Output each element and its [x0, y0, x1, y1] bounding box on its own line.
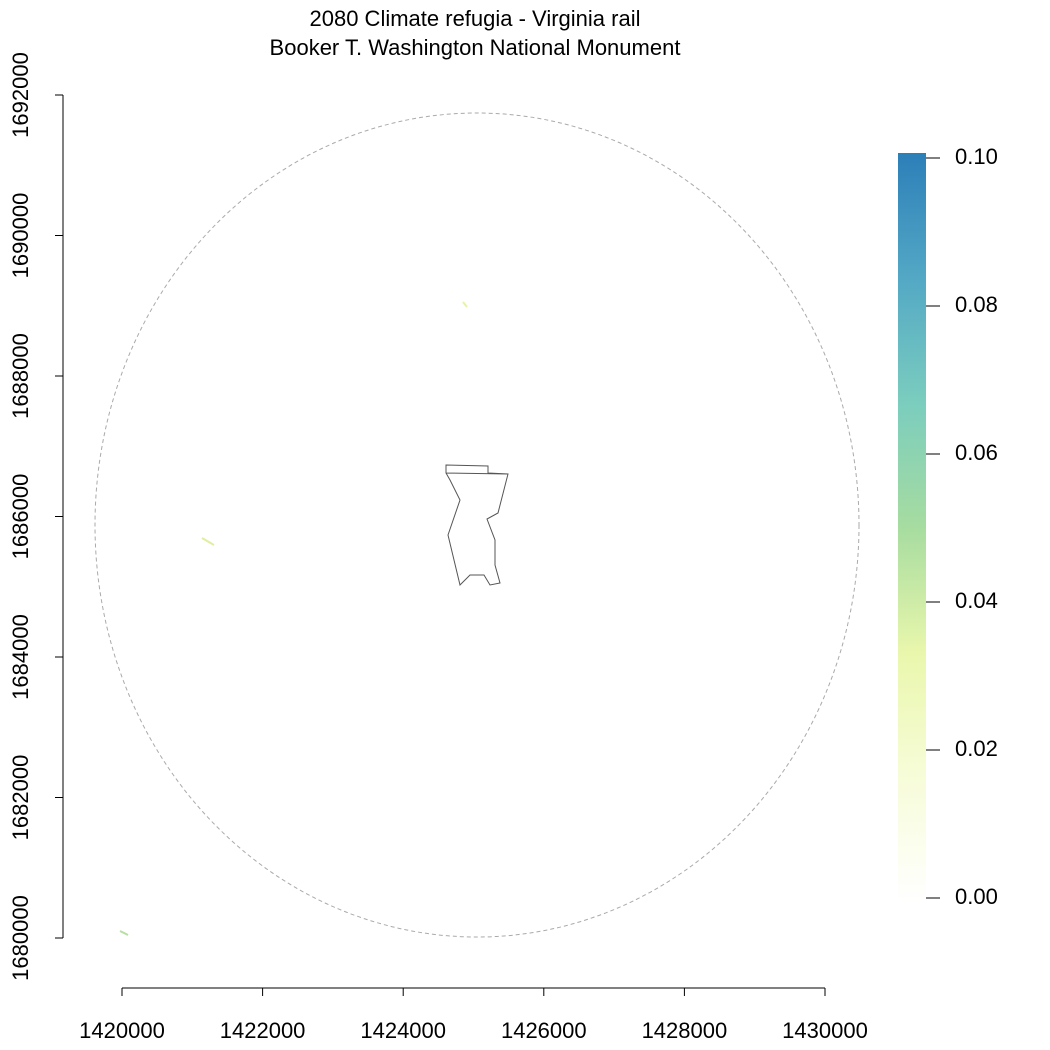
colorbar-tick-label: 0.02	[955, 736, 998, 761]
refugia-patch	[462, 301, 468, 308]
y-tick-label: 1682000	[8, 755, 33, 841]
colorbar-tick-label: 0.06	[955, 440, 998, 465]
subtitle: Booker T. Washington National Monument	[270, 35, 681, 60]
x-tick-label: 1420000	[79, 1018, 165, 1043]
x-tick-label: 1430000	[782, 1018, 868, 1043]
x-tick-label: 1426000	[501, 1018, 587, 1043]
park-boundary	[445, 464, 509, 586]
y-tick-label: 1680000	[8, 895, 33, 981]
y-tick-label: 1690000	[8, 193, 33, 279]
y-tick-label: 1692000	[8, 52, 33, 138]
x-tick-label: 1424000	[360, 1018, 446, 1043]
colorbar-tick-label: 0.08	[955, 292, 998, 317]
x-tick-label: 1428000	[642, 1018, 728, 1043]
colorbar	[898, 153, 926, 903]
x-tick-label: 1422000	[220, 1018, 306, 1043]
colorbar-tick-label: 0.00	[955, 884, 998, 909]
colorbar-tick-label: 0.10	[955, 144, 998, 169]
y-tick-label: 1686000	[8, 474, 33, 560]
buffer-outline	[94, 112, 860, 938]
refugia-patch	[119, 930, 129, 936]
y-tick-label: 1688000	[8, 333, 33, 419]
title: 2080 Climate refugia - Virginia rail	[310, 6, 641, 31]
y-tick-label: 1684000	[8, 614, 33, 700]
colorbar-tick-label: 0.04	[955, 588, 998, 613]
refugia-patch	[201, 537, 215, 546]
